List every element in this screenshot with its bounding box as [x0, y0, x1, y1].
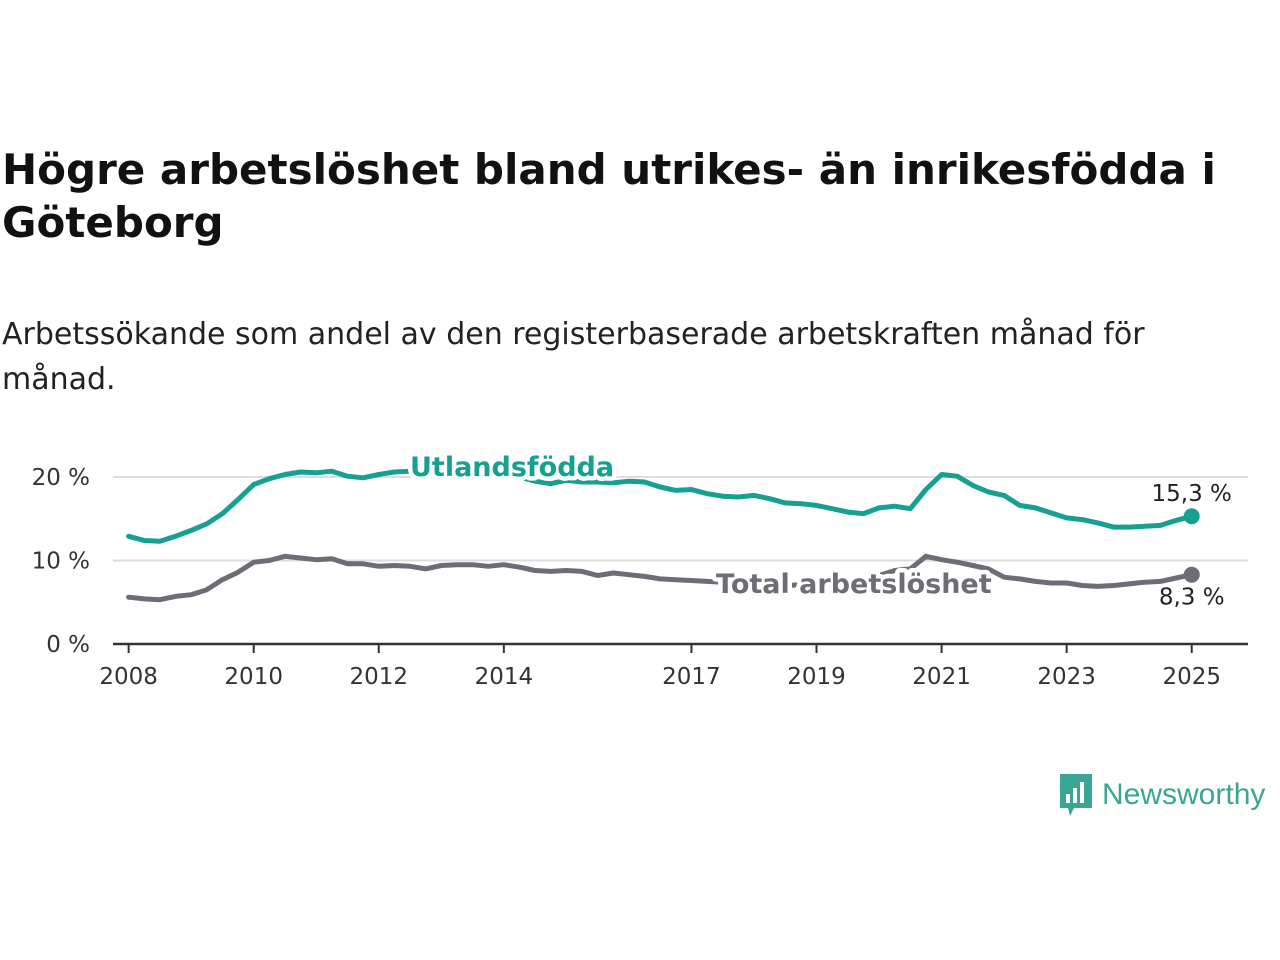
end-value-label: 8,3 %: [1159, 585, 1225, 611]
x-tick-label: 2021: [912, 664, 971, 690]
series-name-label: Utlandsfödda: [410, 452, 614, 483]
y-tick-label: 10 %: [32, 549, 90, 575]
x-tick-label: 2019: [787, 664, 846, 690]
series-lines: [126, 468, 1200, 603]
x-tick-label: 2025: [1162, 664, 1221, 690]
brand-name: Newsworthy: [1102, 778, 1266, 811]
y-tick-label: 20 %: [32, 465, 90, 491]
y-tick-label: 0 %: [46, 632, 90, 658]
series-name-label: Total arbetslöshet: [716, 569, 992, 600]
end-value-label: 15,3 %: [1152, 481, 1232, 507]
line-chart: 0 % 10 % 20 % 2008 2010 2012 2014 2017 2019 2021…: [31, 448, 1248, 690]
x-tick-label: 2023: [1037, 664, 1096, 690]
x-tick-label: 2012: [349, 664, 408, 690]
x-axis: 2008 2010 2012 2014 2017 2019 2021 2023 2025: [99, 642, 1248, 690]
series-name-halo: Utlandsfödda: [410, 452, 614, 483]
brand-logo: Newsworthy: [1058, 772, 1265, 818]
x-tick-label: 2008: [99, 664, 158, 690]
series-name-halo: Total arbetslöshet: [716, 569, 992, 600]
x-tick-label: 2014: [475, 664, 534, 690]
chart-subtitle: Arbetssökande som andel av den registerb…: [2, 317, 1145, 397]
series-line-1: [126, 553, 1195, 603]
series-end-point: [1183, 508, 1200, 525]
series-end-point: [1183, 566, 1200, 583]
newsworthy-logo-icon: [1060, 774, 1092, 816]
y-axis-ticks: 0 % 10 % 20 %: [32, 465, 90, 658]
x-tick-label: 2017: [662, 664, 721, 690]
x-tick-label: 2010: [224, 664, 283, 690]
series-line-0: [126, 468, 1195, 544]
chart-title: Högre arbetslöshet bland utrikes- än inr…: [2, 145, 1216, 247]
